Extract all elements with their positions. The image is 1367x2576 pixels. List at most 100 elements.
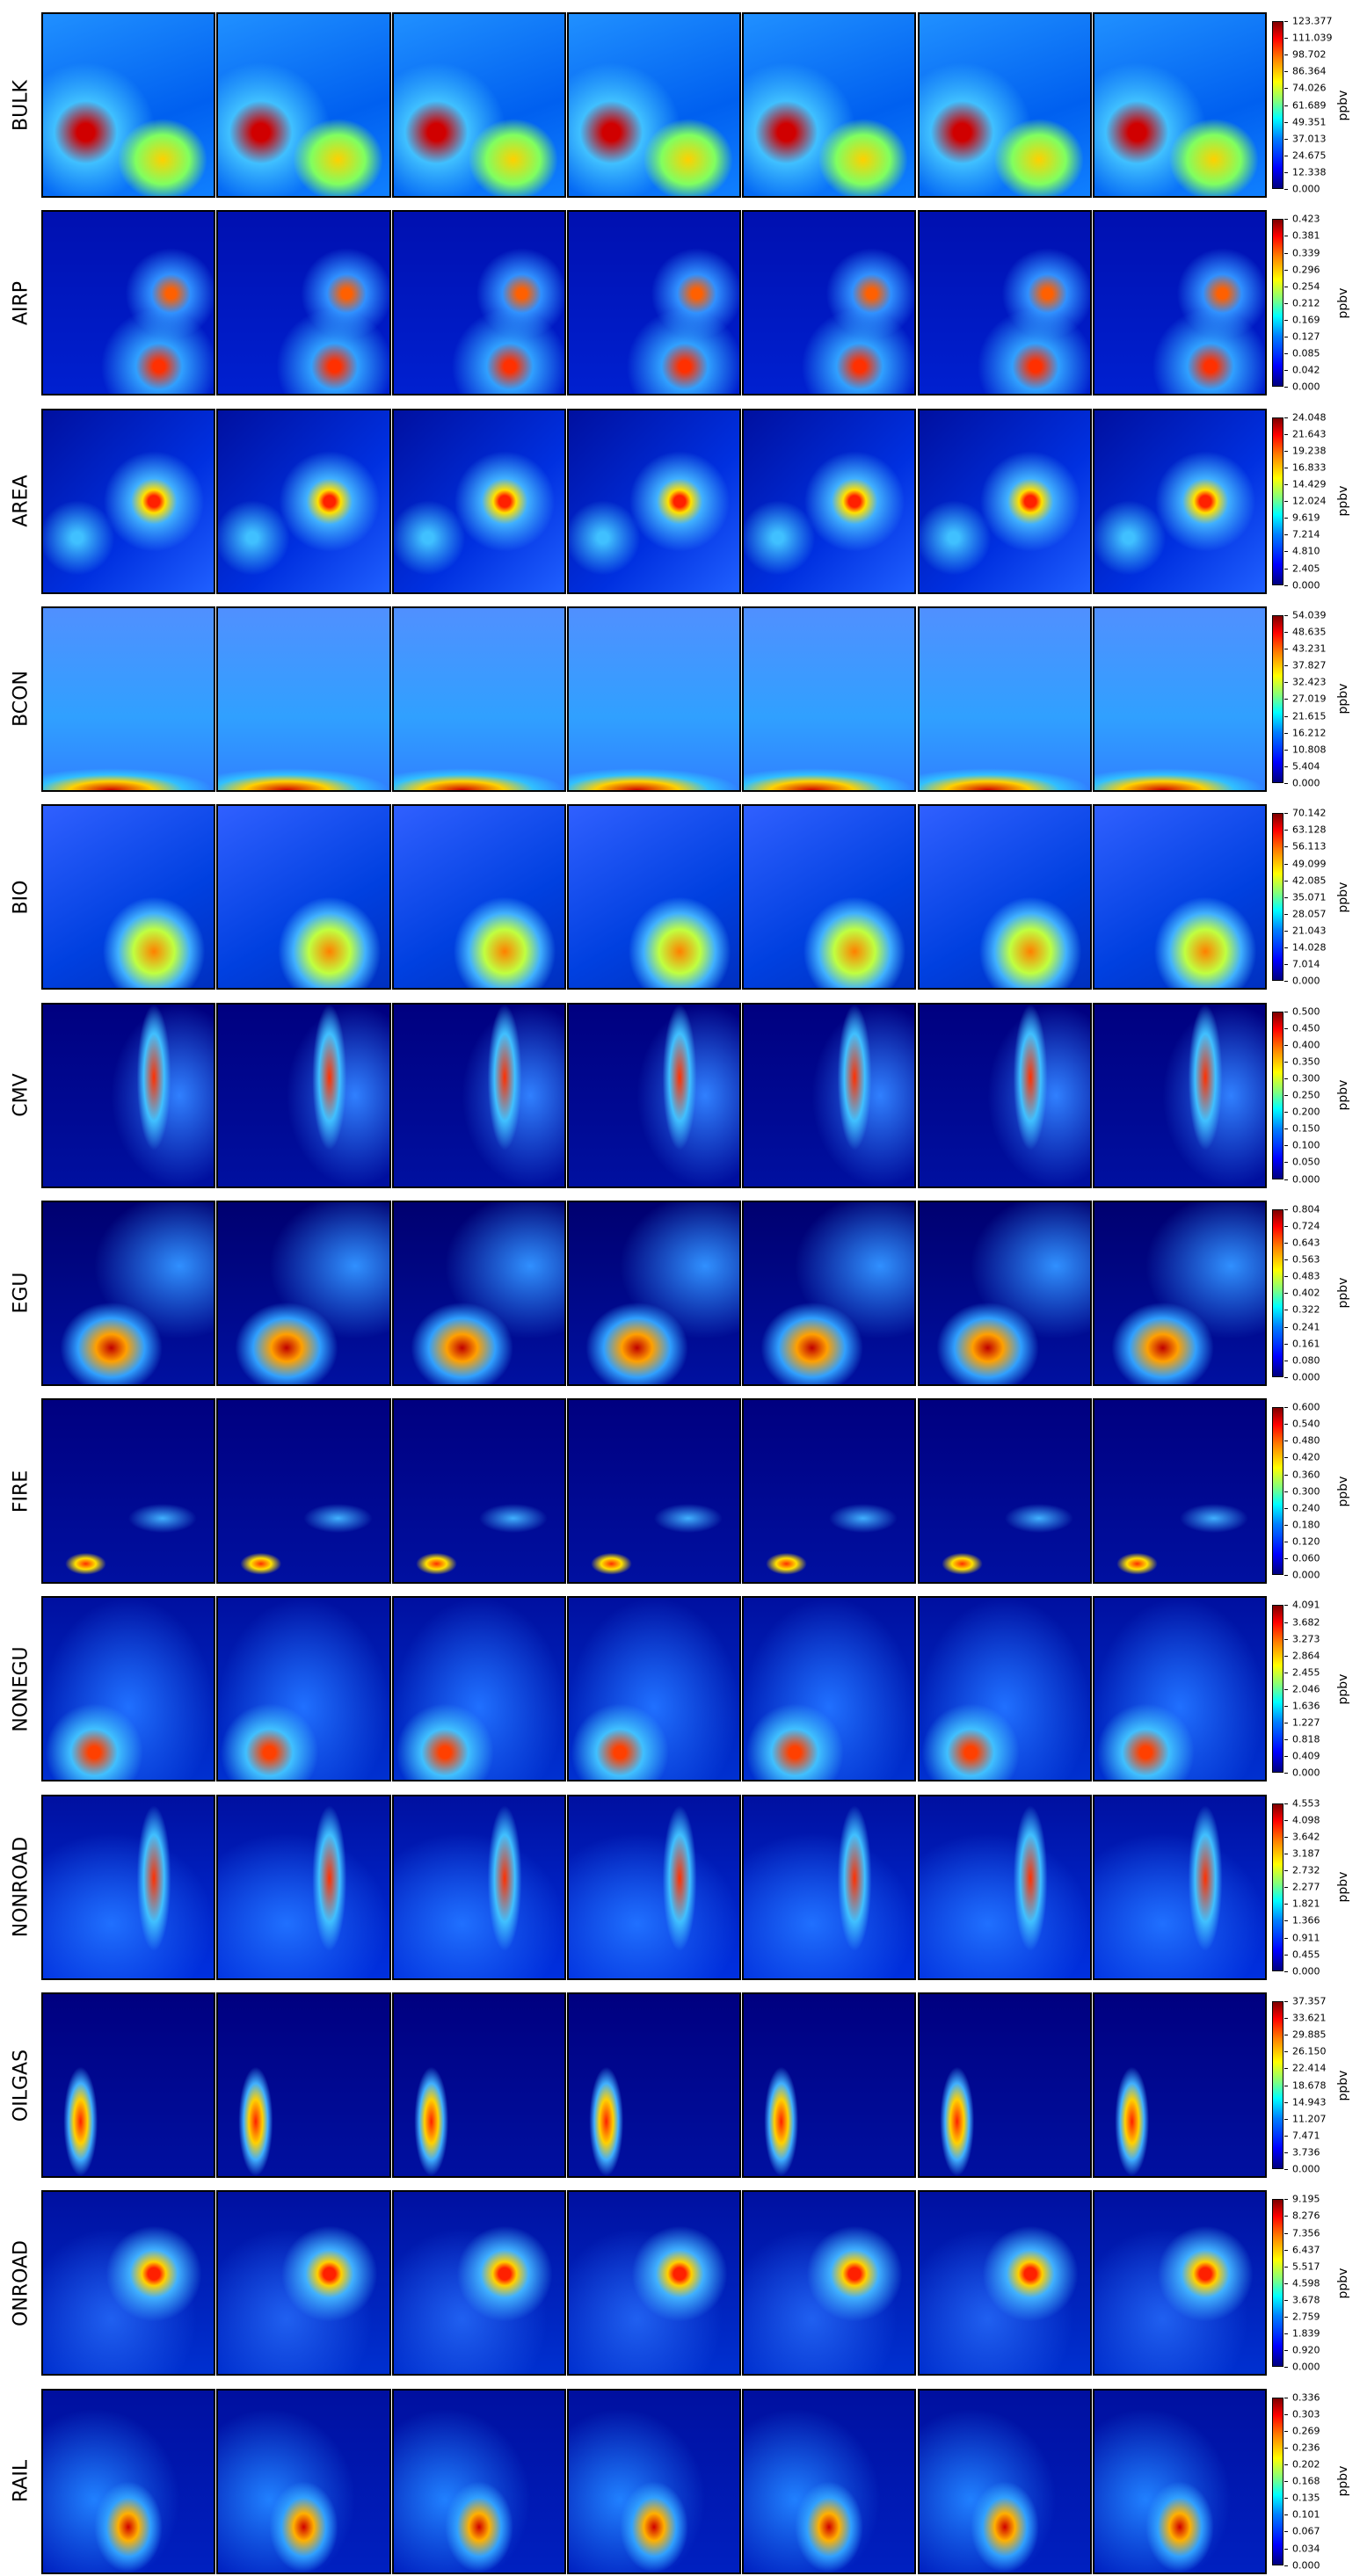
colorbar-tick-label: 98.702 <box>1292 48 1327 61</box>
colorbar-tick <box>1284 665 1288 667</box>
colorbar-tick <box>1284 1773 1288 1774</box>
colorbar-tick-label: 0.920 <box>1292 2344 1320 2356</box>
colorbar-tick <box>1284 171 1288 173</box>
map-panel <box>41 804 216 990</box>
colorbar-tick-label: 4.810 <box>1292 545 1320 557</box>
colorbar-tick <box>1284 54 1288 56</box>
colorbar-tick-label: 3.682 <box>1292 1616 1320 1628</box>
colorbar-tick-label: 0.254 <box>1292 280 1320 293</box>
map-panel <box>917 1200 1092 1386</box>
map-panel <box>566 408 742 594</box>
map-panel <box>41 1398 216 1585</box>
map-panel <box>566 12 742 198</box>
map-panel <box>566 1002 742 1188</box>
map-panel <box>1092 2388 1268 2574</box>
colorbar-tick <box>1284 1095 1288 1096</box>
map-panel <box>742 408 917 594</box>
colorbar-tick <box>1284 138 1288 140</box>
colorbar-tick <box>1284 433 1288 435</box>
colorbar-tick-label: 6.437 <box>1292 2244 1320 2256</box>
colorbar-tick-label: 21.615 <box>1292 710 1327 722</box>
colorbar-tick <box>1284 981 1288 983</box>
map-panel <box>391 408 566 594</box>
colorbar-tick-label: 3.678 <box>1292 2294 1320 2306</box>
colorbar <box>1272 1605 1283 1774</box>
colorbar-tick-label: 2.732 <box>1292 1864 1320 1876</box>
colorbar-tick <box>1284 782 1288 784</box>
colorbar-tick-label: 12.024 <box>1292 495 1327 507</box>
map-panel <box>391 1002 566 1188</box>
colorbar-tick-label: 26.150 <box>1292 2045 1327 2057</box>
colorbar <box>1272 1208 1283 1377</box>
colorbar-tick-label: 0.455 <box>1292 1948 1320 1961</box>
map-panel <box>391 804 566 990</box>
colorbar-tick <box>1284 2118 1288 2120</box>
colorbar-tick-label: 0.269 <box>1292 2425 1320 2437</box>
colorbar-tick <box>1284 830 1288 831</box>
colorbar-tick-label: 14.943 <box>1292 2096 1327 2108</box>
map-panel <box>566 1200 742 1386</box>
colorbar-tick <box>1284 1954 1288 1956</box>
colorbar-tick-label: 2.277 <box>1292 1881 1320 1893</box>
colorbar-tick-label: 5.517 <box>1292 2260 1320 2273</box>
colorbar-tick-label: 0.400 <box>1292 1039 1320 1051</box>
colorbar-tick-label: 3.736 <box>1292 2146 1320 2159</box>
map-panel <box>917 2388 1092 2574</box>
colorbar-tick <box>1284 518 1288 519</box>
colorbar-tick <box>1284 1326 1288 1328</box>
colorbar-tick-label: 5.404 <box>1292 760 1320 773</box>
colorbar-tick-label: 0.127 <box>1292 330 1320 343</box>
colorbar-tick-label: 0.240 <box>1292 1502 1320 1514</box>
colorbar-tick <box>1284 2101 1288 2103</box>
map-panel <box>566 1794 742 1980</box>
colorbar-tick <box>1284 121 1288 123</box>
colorbar-tick-label: 4.091 <box>1292 1599 1320 1611</box>
colorbar-tick-label: 0.080 <box>1292 1354 1320 1367</box>
colorbar-tick-label: 0.804 <box>1292 1203 1320 1215</box>
colorbar-tick-label: 24.675 <box>1292 149 1327 162</box>
colorbar-tick <box>1284 813 1288 815</box>
map-panel <box>917 1002 1092 1188</box>
colorbar-tick-label: 49.099 <box>1292 858 1327 869</box>
colorbar-tick <box>1284 1605 1288 1607</box>
map-panel <box>742 1596 917 1782</box>
colorbar-tick-label: 1.366 <box>1292 1914 1320 1927</box>
colorbar-tick <box>1284 2051 1288 2053</box>
colorbar-tick-label: 0.381 <box>1292 229 1320 242</box>
colorbar-tick <box>1284 269 1288 271</box>
colorbar-tick <box>1284 2299 1288 2301</box>
colorbar-tick <box>1284 1638 1288 1640</box>
colorbar-tick <box>1284 1575 1288 1577</box>
colorbar-tick <box>1284 2498 1288 2500</box>
colorbar-tick <box>1284 1622 1288 1623</box>
colorbar-tick <box>1284 632 1288 633</box>
colorbar <box>1272 2397 1283 2565</box>
colorbar-tick-label: 37.827 <box>1292 659 1327 671</box>
colorbar-tick-label: 0.483 <box>1292 1270 1320 1282</box>
colorbar-unit: ppbv <box>1336 683 1350 715</box>
colorbar <box>1272 1803 1283 1971</box>
colorbar-tick <box>1284 1145 1288 1147</box>
colorbar-tick-label: 61.689 <box>1292 99 1327 111</box>
colorbar-tick-label: 0.500 <box>1292 1005 1320 1017</box>
colorbar-tick <box>1284 1276 1288 1278</box>
colorbar-tick-label: 0.202 <box>1292 2458 1320 2471</box>
colorbar-tick-label: 4.598 <box>1292 2277 1320 2289</box>
colorbar-tick <box>1284 2367 1288 2369</box>
colorbar-tick-label: 27.019 <box>1292 693 1327 705</box>
colorbar-tick-label: 12.338 <box>1292 166 1327 178</box>
colorbar-tick <box>1284 947 1288 948</box>
colorbar-tick <box>1284 1061 1288 1063</box>
colorbar-tick-label: 0.360 <box>1292 1469 1320 1480</box>
map-panel <box>742 2388 917 2574</box>
colorbar-tick <box>1284 584 1288 586</box>
colorbar-tick-label: 21.643 <box>1292 428 1327 440</box>
colorbar-tick <box>1284 682 1288 684</box>
colorbar-tick <box>1284 1920 1288 1922</box>
colorbar-tick-label: 0.168 <box>1292 2475 1320 2487</box>
colorbar-tick <box>1284 1376 1288 1378</box>
colorbar-tick-label: 111.039 <box>1292 32 1333 44</box>
row-label: AREA <box>10 475 33 527</box>
map-panel <box>216 1992 391 2178</box>
